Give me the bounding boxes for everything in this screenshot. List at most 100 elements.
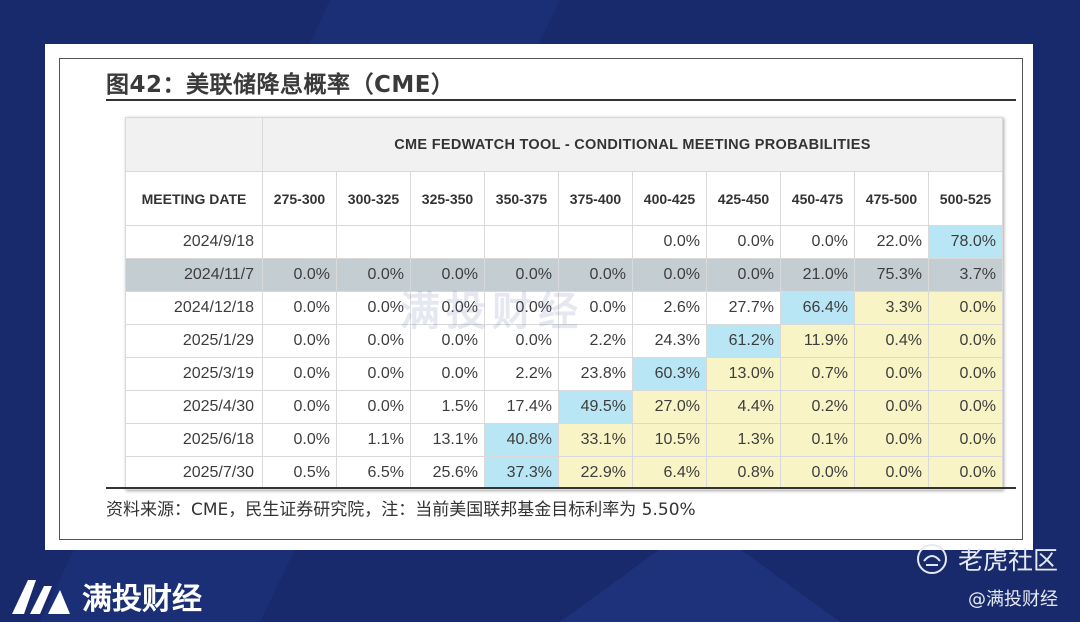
probability-cell: 0.0%: [706, 225, 781, 259]
table-row: 2025/7/30 0.5% 6.5% 25.6% 37.3% 22.9% 6.4% 0.8%…: [125, 456, 1003, 490]
probability-cell: 0.0%: [706, 258, 781, 292]
probability-cell: 24.3%: [632, 324, 707, 358]
probability-cell: 0.0%: [262, 390, 337, 424]
probability-cell: 2.2%: [558, 324, 633, 358]
table-row: 2024/11/7 0.0% 0.0% 0.0% 0.0% 0.0% 0.0% 0.0% 21.…: [125, 258, 1003, 292]
probability-cell: 0.0%: [928, 291, 1003, 325]
probability-cell: 4.4%: [706, 390, 781, 424]
table-row: 2025/3/19 0.0% 0.0% 0.0% 2.2% 23.8% 60.3% 13.0%…: [125, 357, 1003, 391]
probability-cell: 2.6%: [632, 291, 707, 325]
column-header: 300-325: [336, 171, 411, 226]
probability-cell: 0.0%: [854, 357, 929, 391]
probability-cell: 0.0%: [410, 324, 485, 358]
probability-cell: 40.8%: [484, 423, 559, 457]
probability-cell: 0.2%: [780, 390, 855, 424]
meeting-date-cell: 2024/12/18: [125, 291, 263, 325]
probability-cell: 6.5%: [336, 456, 411, 490]
probability-cell: 0.1%: [780, 423, 855, 457]
probability-cell: 0.0%: [854, 456, 929, 490]
column-header: 425-450: [706, 171, 781, 226]
probability-cell: 0.0%: [484, 258, 559, 292]
probability-cell: 37.3%: [484, 456, 559, 490]
row-header: MEETING DATE: [125, 171, 263, 226]
probability-cell: 0.0%: [928, 357, 1003, 391]
column-header: 475-500: [854, 171, 929, 226]
probability-cell: 66.4%: [780, 291, 855, 325]
probability-cell: 3.3%: [854, 291, 929, 325]
meeting-date-cell: 2024/11/7: [125, 258, 263, 292]
title-rule: [106, 99, 1016, 101]
probability-cell: 0.0%: [262, 357, 337, 391]
probability-cell: 0.0%: [928, 324, 1003, 358]
probability-cell: 13.1%: [410, 423, 485, 457]
probability-cell: 27.0%: [632, 390, 707, 424]
probability-cell: 0.0%: [336, 258, 411, 292]
meeting-date-cell: 2025/1/29: [125, 324, 263, 358]
probability-cell: 0.0%: [928, 390, 1003, 424]
column-header: 275-300: [262, 171, 337, 226]
probability-cell: 49.5%: [558, 390, 633, 424]
probability-cell: 0.0%: [410, 258, 485, 292]
probability-cell: 0.0%: [558, 258, 633, 292]
column-header: 325-350: [410, 171, 485, 226]
source-note: 资料来源：CME，民生证券研究院，注：当前美国联邦基金目标利率为 5.50%: [106, 500, 696, 520]
probability-cell: 6.4%: [632, 456, 707, 490]
fedwatch-table: CME FEDWATCH TOOL - CONDITIONAL MEETING …: [125, 117, 1003, 490]
table-title: CME FEDWATCH TOOL - CONDITIONAL MEETING …: [262, 117, 1003, 172]
probability-cell: [484, 225, 559, 259]
probability-cell: 0.0%: [780, 225, 855, 259]
community-name: 老虎社区: [957, 546, 1058, 575]
probability-cell: 22.0%: [854, 225, 929, 259]
table-row: 2025/4/30 0.0% 0.0% 1.5% 17.4% 49.5% 27.0% 4.4%…: [125, 390, 1003, 424]
table-row: 2025/6/18 0.0% 1.1% 13.1% 40.8% 33.1% 10.5% 1.3…: [125, 423, 1003, 457]
community-handle: @满投财经: [968, 589, 1058, 610]
probability-cell: 0.4%: [854, 324, 929, 358]
meeting-date-cell: 2025/4/30: [125, 390, 263, 424]
probability-cell: 0.0%: [336, 291, 411, 325]
table-row: 2024/12/18 0.0% 0.0% 0.0% 0.0% 0.0% 2.6% 27.7% 6…: [125, 291, 1003, 325]
brand-footer: 满投财经: [10, 574, 202, 618]
table-corner-cell: [125, 117, 263, 172]
probability-cell: [558, 225, 633, 259]
source-rule: [106, 487, 1016, 489]
probability-cell: 0.0%: [410, 291, 485, 325]
probability-cell: 0.0%: [928, 456, 1003, 490]
probability-cell: 0.0%: [262, 423, 337, 457]
meeting-date-cell: 2025/3/19: [125, 357, 263, 391]
community-badge: 老虎社区: [916, 541, 1058, 577]
probability-cell: 0.0%: [262, 324, 337, 358]
probability-cell: 11.9%: [780, 324, 855, 358]
probability-cell: 0.0%: [632, 225, 707, 259]
probability-cell: 0.0%: [262, 291, 337, 325]
probability-cell: [262, 225, 337, 259]
probability-cell: [336, 225, 411, 259]
column-header: 450-475: [780, 171, 855, 226]
meeting-date-cell: 2024/9/18: [125, 225, 263, 259]
probability-cell: 0.0%: [558, 291, 633, 325]
brand-name: 满投财经: [82, 582, 202, 617]
probability-cell: [410, 225, 485, 259]
table-row: 2025/1/29 0.0% 0.0% 0.0% 0.0% 2.2% 24.3% 61.2% 1…: [125, 324, 1003, 358]
probability-cell: 25.6%: [410, 456, 485, 490]
probability-cell: 0.5%: [262, 456, 337, 490]
meeting-date-cell: 2025/6/18: [125, 423, 263, 457]
probability-cell: 0.7%: [780, 357, 855, 391]
probability-cell: 23.8%: [558, 357, 633, 391]
probability-cell: 0.0%: [336, 390, 411, 424]
probability-cell: 0.0%: [262, 258, 337, 292]
probability-cell: 0.0%: [854, 423, 929, 457]
probability-cell: 3.7%: [928, 258, 1003, 292]
brand-m-logo-icon: [12, 580, 70, 614]
figure-card: 图42：美联储降息概率（CME） CME FEDWATCH TOOL - CON…: [45, 44, 1033, 550]
probability-cell: 0.0%: [336, 324, 411, 358]
probability-cell: 27.7%: [706, 291, 781, 325]
probability-cell: 0.0%: [632, 258, 707, 292]
probability-cell: 21.0%: [780, 258, 855, 292]
probability-cell: 0.0%: [410, 357, 485, 391]
probability-cell: 0.8%: [706, 456, 781, 490]
probability-cell: 60.3%: [632, 357, 707, 391]
table-row: 2024/9/18 0.0% 0.0% 0.0% 22.0% 78.0%: [125, 225, 1003, 259]
figure-title: 图42：美联储降息概率（CME）: [106, 72, 455, 98]
meeting-date-cell: 2025/7/30: [125, 456, 263, 490]
column-header: 350-375: [484, 171, 559, 226]
